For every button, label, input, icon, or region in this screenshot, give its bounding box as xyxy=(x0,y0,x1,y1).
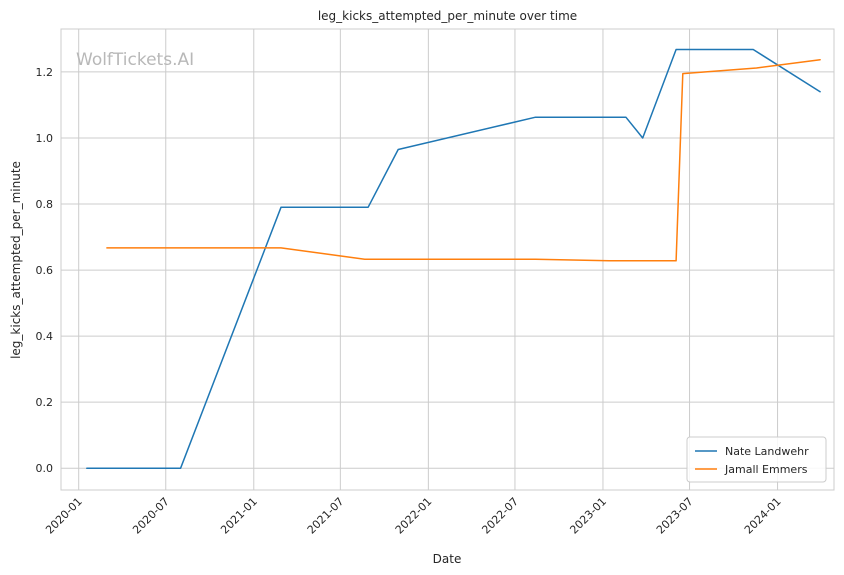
y-tick-label: 0.2 xyxy=(36,396,54,409)
y-axis-label: leg_kicks_attempted_per_minute xyxy=(9,161,23,359)
series-line xyxy=(106,58,821,262)
y-tick-label: 1.2 xyxy=(36,66,54,79)
series-line xyxy=(86,48,821,469)
y-axis-ticks: 0.0 0.2 0.4 0.6 0.8 1.0 1.2 xyxy=(36,66,54,475)
y-tick-label: 0.8 xyxy=(36,198,54,211)
chart-title: leg_kicks_attempted_per_minute over time xyxy=(318,9,577,23)
legend-label: Nate Landwehr xyxy=(725,445,809,458)
legend: Nate Landwehr Jamall Emmers xyxy=(686,436,827,483)
y-tick-label: 0.6 xyxy=(36,264,54,277)
plot-frame xyxy=(60,28,835,491)
series-layer xyxy=(86,48,821,469)
legend-box xyxy=(686,436,827,483)
y-tick-label: 0.0 xyxy=(36,462,54,475)
legend-label: Jamall Emmers xyxy=(724,463,808,476)
x-axis-label: Date xyxy=(433,552,462,566)
y-tick-label: 0.4 xyxy=(36,330,54,343)
watermark: WolfTickets.AI xyxy=(76,50,194,70)
y-tick-label: 1.0 xyxy=(36,132,54,145)
